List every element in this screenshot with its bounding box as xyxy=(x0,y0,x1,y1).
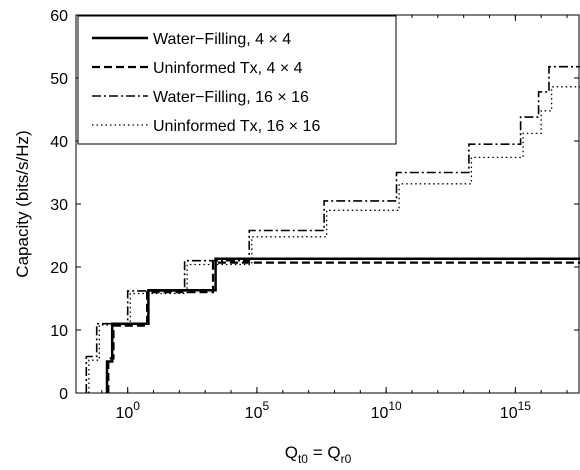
x-tick-label: 105 xyxy=(245,399,270,422)
y-tick-label: 50 xyxy=(50,71,68,88)
x-tick-label: 100 xyxy=(115,399,140,422)
y-axis-ticks: 0 10 20 30 40 50 60 xyxy=(50,8,579,403)
series-line-4 xyxy=(88,86,580,393)
x-tick-label: 1015 xyxy=(500,399,531,422)
x-axis-label-sub1: t0 xyxy=(298,452,308,466)
series-line-3 xyxy=(85,65,580,393)
y-tick-label: 30 xyxy=(50,197,68,214)
y-tick-label: 20 xyxy=(50,260,68,277)
legend-label-4: Uninformed Tx, 16 × 16 xyxy=(153,118,320,135)
y-tick-label: 0 xyxy=(59,386,68,403)
series-line-1 xyxy=(105,257,580,393)
x-axis-label: Qt0 = Qr0 xyxy=(285,443,352,466)
legend-label-2: Uninformed Tx, 4 × 4 xyxy=(153,60,303,77)
legend-label-3: Water−Filling, 16 × 16 xyxy=(153,89,309,106)
x-axis-label-eq: = Q xyxy=(308,443,341,462)
x-axis-label-sub2: r0 xyxy=(341,452,352,466)
y-tick-label: 40 xyxy=(50,134,68,151)
y-axis-label: Capacity (bits/s/Hz) xyxy=(13,130,32,277)
legend-label-1: Water−Filling, 4 × 4 xyxy=(153,31,291,48)
x-axis-ticks: 100 105 1010 1015 xyxy=(75,15,568,422)
series-line-2 xyxy=(107,261,580,393)
series-layer xyxy=(85,65,580,393)
x-tick-label: 1010 xyxy=(371,399,402,422)
legend: Water−Filling, 4 × 4 Uninformed Tx, 4 × 4… xyxy=(77,15,397,145)
x-axis-label-main: Q xyxy=(285,443,298,462)
y-tick-label: 60 xyxy=(50,8,68,25)
y-tick-label: 10 xyxy=(50,323,68,340)
